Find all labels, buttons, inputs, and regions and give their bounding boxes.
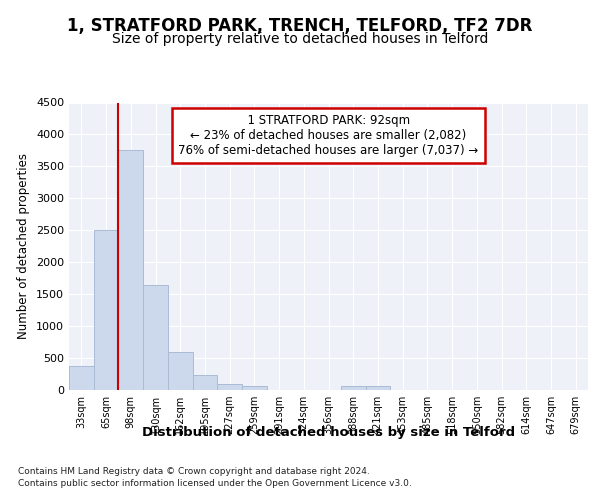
Text: Contains public sector information licensed under the Open Government Licence v3: Contains public sector information licen… bbox=[18, 479, 412, 488]
Text: 1, STRATFORD PARK, TRENCH, TELFORD, TF2 7DR: 1, STRATFORD PARK, TRENCH, TELFORD, TF2 … bbox=[67, 18, 533, 36]
Bar bbox=[168, 352, 193, 390]
Bar bbox=[118, 150, 143, 390]
Bar bbox=[217, 384, 242, 390]
Bar bbox=[242, 386, 267, 390]
Text: Size of property relative to detached houses in Telford: Size of property relative to detached ho… bbox=[112, 32, 488, 46]
Bar bbox=[69, 366, 94, 390]
Bar bbox=[143, 284, 168, 390]
Text: Contains HM Land Registry data © Crown copyright and database right 2024.: Contains HM Land Registry data © Crown c… bbox=[18, 466, 370, 475]
Bar bbox=[365, 386, 390, 390]
Bar bbox=[341, 386, 365, 390]
Text: Distribution of detached houses by size in Telford: Distribution of detached houses by size … bbox=[142, 426, 515, 439]
Text: 1 STRATFORD PARK: 92sqm  
← 23% of detached houses are smaller (2,082)
76% of se: 1 STRATFORD PARK: 92sqm ← 23% of detache… bbox=[178, 114, 479, 157]
Y-axis label: Number of detached properties: Number of detached properties bbox=[17, 153, 31, 340]
Bar bbox=[94, 230, 118, 390]
Bar bbox=[193, 374, 217, 390]
